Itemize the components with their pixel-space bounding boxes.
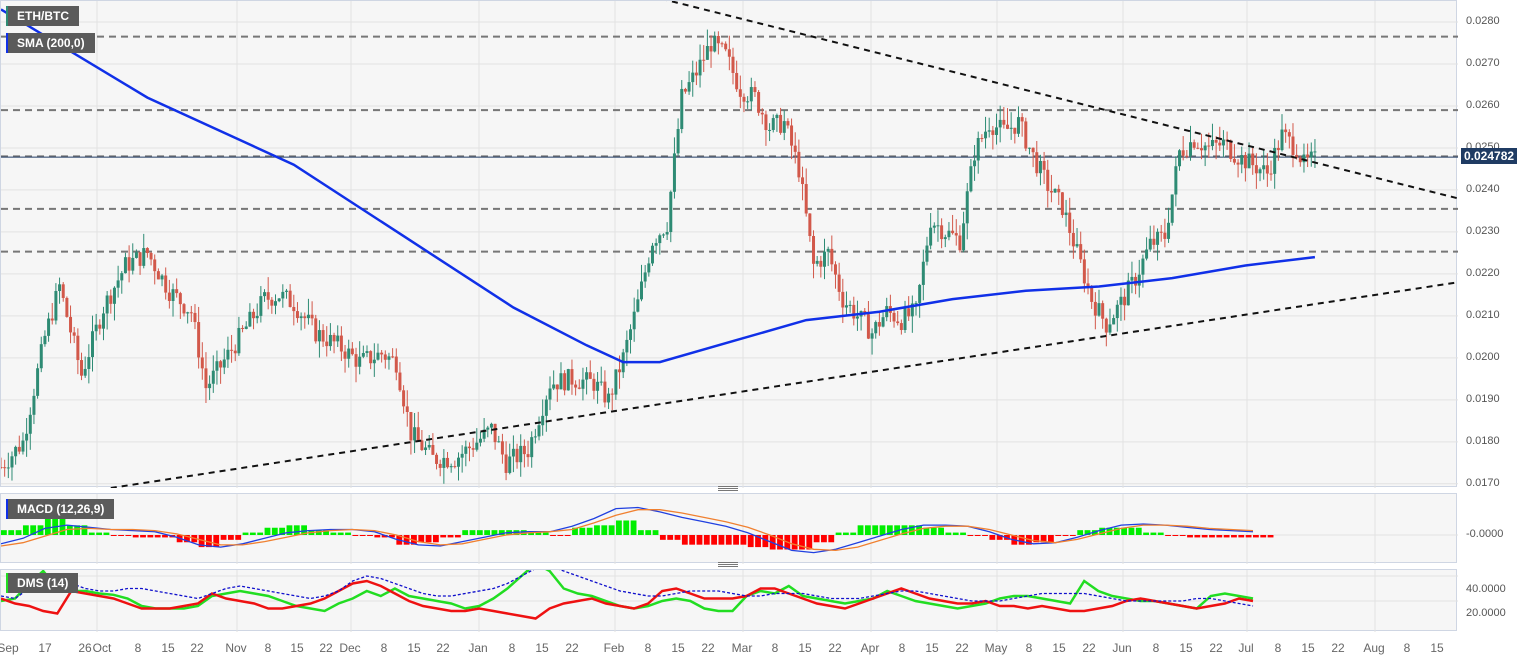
- time-axis-tick: 26: [78, 641, 92, 655]
- time-axis-tick: 8: [771, 641, 779, 655]
- time-axis-tick: Nov: [225, 641, 247, 655]
- time-axis-tick: 22: [701, 641, 715, 655]
- time-axis-tick: 22: [1209, 641, 1223, 655]
- price-axis-tick: 0.0280: [1466, 14, 1500, 27]
- time-axis-tick: 8: [644, 641, 652, 655]
- time-axis-tick: Mar: [731, 641, 753, 655]
- time-axis-tick: 22: [319, 641, 333, 655]
- time-axis-tick: 22: [1082, 641, 1096, 655]
- dms-label[interactable]: DMS (14): [6, 573, 79, 593]
- price-axis-tick: 0.0210: [1466, 308, 1500, 321]
- macd-text: MACD (12,26,9): [17, 502, 105, 516]
- time-axis-tick: 8: [1152, 641, 1160, 655]
- time-axis-tick: 15: [798, 641, 812, 655]
- time-axis-tick: Sep: [0, 641, 19, 655]
- time-axis-tick: Oct: [92, 641, 112, 655]
- time-axis-tick: 15: [1179, 641, 1193, 655]
- time-axis-tick: 15: [535, 641, 549, 655]
- time-axis-tick: 15: [161, 641, 175, 655]
- time-axis-tick: 8: [1403, 641, 1411, 655]
- time-axis-tick: 8: [1025, 641, 1033, 655]
- dms-text: DMS (14): [17, 576, 69, 590]
- time-axis-tick: 22: [955, 641, 969, 655]
- time-axis-tick: 22: [190, 641, 204, 655]
- time-axis-tick: 15: [1052, 641, 1066, 655]
- time-axis-tick: Dec: [339, 641, 361, 655]
- price-axis-tick: 0.0230: [1466, 224, 1500, 237]
- time-axis-tick: Jul: [1238, 641, 1254, 655]
- last-price-tag: 0.024782: [1461, 148, 1518, 164]
- candlestick-chart[interactable]: [1, 1, 1458, 488]
- price-axis-tick: 0.0190: [1466, 392, 1500, 405]
- price-axis-tick: 0.0180: [1466, 434, 1500, 447]
- time-axis-tick: 22: [565, 641, 579, 655]
- time-axis-tick: 15: [671, 641, 685, 655]
- price-axis-tick: 0.0200: [1466, 350, 1500, 363]
- macd-label[interactable]: MACD (12,26,9): [6, 499, 115, 519]
- time-axis-tick: 8: [264, 641, 272, 655]
- time-axis-tick: 15: [290, 641, 304, 655]
- sma-color-marker: [6, 33, 8, 53]
- time-axis-tick: 15: [1301, 641, 1315, 655]
- pane-resize-handle[interactable]: [718, 562, 738, 567]
- dms-axis-20: 20.0000: [1466, 607, 1506, 619]
- sma-label[interactable]: SMA (200,0): [6, 33, 95, 53]
- time-axis-tick: 22: [1331, 641, 1345, 655]
- price-axis-tick: 0.0270: [1466, 56, 1500, 69]
- time-axis-tick: 8: [380, 641, 388, 655]
- price-axis-tick: 0.0170: [1466, 476, 1500, 489]
- dms-chart[interactable]: [1, 570, 1458, 632]
- symbol-color-marker: [6, 6, 8, 26]
- price-axis-tick: 0.0220: [1466, 266, 1500, 279]
- time-axis-tick: 8: [1274, 641, 1282, 655]
- sma-text: SMA (200,0): [17, 36, 85, 50]
- time-axis-tick: 17: [38, 641, 52, 655]
- macd-chart[interactable]: [1, 494, 1458, 564]
- macd-pane[interactable]: MACD (12,26,9): [0, 493, 1458, 564]
- time-axis-tick: 15: [925, 641, 939, 655]
- time-axis-tick: Jun: [1112, 641, 1132, 655]
- time-axis-tick: 8: [508, 641, 516, 655]
- time-axis-tick: 15: [407, 641, 421, 655]
- price-pane[interactable]: ETH/BTC SMA (200,0): [0, 0, 1458, 488]
- time-axis-tick: 15: [1430, 641, 1444, 655]
- macd-axis-zero: -0.0000: [1466, 528, 1504, 540]
- symbol-label[interactable]: ETH/BTC: [6, 6, 79, 26]
- time-axis-tick: Apr: [860, 641, 880, 655]
- macd-color-marker: [6, 499, 8, 519]
- dms-pane[interactable]: DMS (14): [0, 569, 1458, 632]
- dms-axis-40: 40.0000: [1466, 583, 1506, 595]
- time-axis-tick: Jan: [468, 641, 488, 655]
- time-axis-tick: Feb: [603, 641, 625, 655]
- price-axis-tick: 0.0240: [1466, 182, 1500, 195]
- time-axis-tick: Aug: [1363, 641, 1385, 655]
- pane-resize-handle[interactable]: [718, 486, 738, 491]
- time-axis-tick: 22: [436, 641, 450, 655]
- time-axis-tick: May: [984, 641, 1008, 655]
- time-axis-tick: 22: [828, 641, 842, 655]
- symbol-text: ETH/BTC: [17, 9, 69, 23]
- time-axis-tick: 8: [898, 641, 906, 655]
- dms-color-marker: [6, 573, 8, 593]
- time-axis-tick: 8: [134, 641, 142, 655]
- price-axis-tick: 0.0260: [1466, 98, 1500, 111]
